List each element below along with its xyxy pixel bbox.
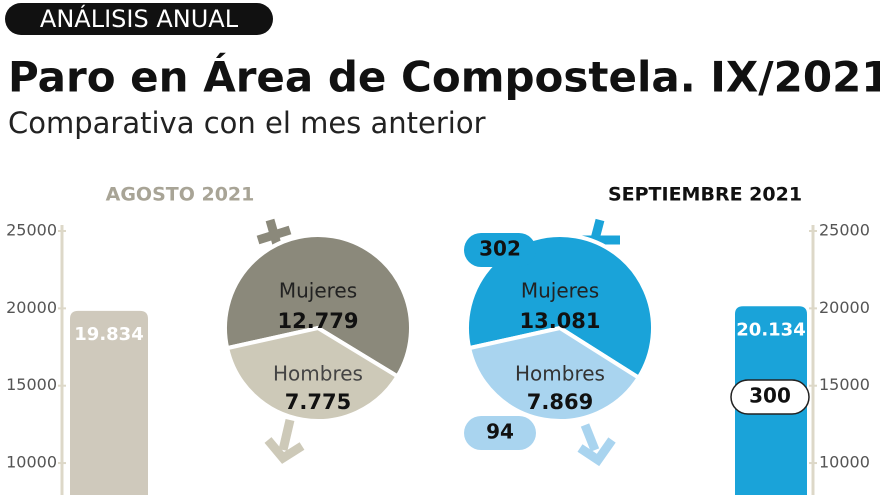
pie-slice bbox=[224, 325, 401, 423]
slice-label: Mujeres bbox=[521, 279, 599, 303]
slice-value: 7.775 bbox=[285, 390, 351, 414]
y-tick-label: 20000 bbox=[6, 298, 57, 317]
bar bbox=[70, 310, 148, 495]
change-bubble bbox=[464, 233, 536, 267]
change-bubble bbox=[464, 416, 536, 450]
change-label: 300 bbox=[749, 384, 791, 408]
badge: ANÁLISIS ANUAL bbox=[40, 4, 239, 33]
subtitle: Comparativa con el mes anterior bbox=[8, 106, 486, 140]
slice-value: 13.081 bbox=[519, 309, 600, 333]
change-label: 302 bbox=[479, 237, 521, 261]
value-label: 20.134 bbox=[736, 319, 805, 340]
section-title: AGOSTO 2021 bbox=[106, 184, 255, 206]
male-symbol bbox=[264, 418, 305, 464]
y-tick-label: 25000 bbox=[6, 221, 57, 240]
badge-bg bbox=[5, 3, 273, 35]
value-label: 19.834 bbox=[74, 324, 143, 345]
y-tick-label: 15000 bbox=[6, 375, 57, 394]
slice-label: Mujeres bbox=[279, 279, 357, 303]
change-label: 94 bbox=[486, 420, 514, 444]
slice-label: Hombres bbox=[273, 362, 363, 386]
pie-slice bbox=[223, 233, 413, 380]
title: Paro en Área de Compostela. IX/2021 bbox=[8, 52, 880, 102]
y-tick-label: 25000 bbox=[819, 221, 870, 240]
y-tick-label: 10000 bbox=[6, 453, 57, 472]
section-title: SEPTIEMBRE 2021 bbox=[608, 184, 802, 206]
slice-value: 12.779 bbox=[277, 309, 358, 333]
change-bubble bbox=[730, 379, 810, 415]
slice-label: Hombres bbox=[515, 362, 605, 386]
slice-value: 7.869 bbox=[527, 390, 593, 414]
pie-slice bbox=[465, 233, 655, 381]
pie-slice bbox=[466, 325, 642, 423]
y-tick-label: 15000 bbox=[819, 375, 870, 394]
y-tick-label: 10000 bbox=[819, 453, 870, 472]
y-tick-label: 20000 bbox=[819, 298, 870, 317]
male-symbol bbox=[577, 423, 616, 467]
